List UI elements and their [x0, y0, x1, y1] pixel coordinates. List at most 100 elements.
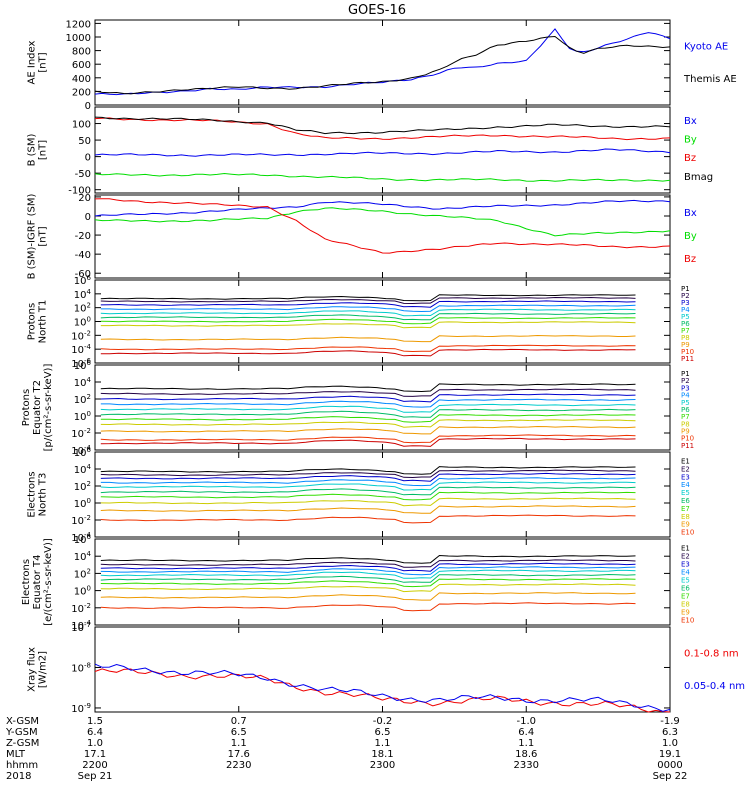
- series-protons-t2-p9: [100, 425, 636, 435]
- footer-value: 17.1: [84, 749, 106, 760]
- legend-b-minus-igrf: By: [684, 231, 697, 242]
- ylabel-xray-flux: Xray flux: [27, 647, 38, 692]
- legend-electrons-t3: E7: [681, 505, 690, 513]
- footer-value: 6.3: [662, 727, 678, 738]
- ytick-label-b-minus-igrf: 0: [85, 212, 91, 223]
- footer-label: Z-GSM: [6, 738, 39, 749]
- series-electrons-t3-e3: [100, 472, 636, 482]
- panel-frame-electrons-t3: [94, 451, 671, 538]
- legend-protons-t1: P10: [681, 348, 694, 356]
- legend-electrons-t4: E8: [681, 601, 690, 609]
- legend-electrons-t3: E9: [681, 521, 690, 529]
- footer-value: -0.2: [373, 716, 393, 727]
- series-electrons-t4-e6: [100, 573, 636, 583]
- series-protons-t1-p8: [100, 321, 636, 329]
- series-electrons-t3-e7: [100, 491, 636, 501]
- ytick-label-protons-t1: 106: [74, 274, 92, 287]
- footer-value: 2330: [514, 760, 539, 771]
- legend-protons-t2: P9: [681, 427, 690, 435]
- series-b-minus-igrf-by: [94, 207, 671, 237]
- footer-value: Sep 21: [78, 771, 113, 782]
- legend-protons-t2: P3: [681, 384, 690, 392]
- series-protons-t2-p6: [100, 408, 636, 418]
- legend-protons-t2: P10: [681, 435, 694, 443]
- ytick-label-electrons-t4: 104: [74, 550, 92, 563]
- ytick-label-b-minus-igrf: -40: [75, 250, 91, 261]
- ytick-label-b-minus-igrf: -20: [75, 231, 91, 242]
- legend-electrons-t3: E5: [681, 489, 690, 497]
- legend-protons-t1: P11: [681, 355, 694, 363]
- ytick-label-protons-t2: 100: [74, 410, 91, 423]
- legend-b-sm: Bx: [684, 116, 697, 127]
- footer-value: 17.6: [228, 749, 250, 760]
- ytick-label-ae-index: 1000: [66, 33, 91, 44]
- series-b-sm-bx: [94, 148, 671, 157]
- ytick-label-b-minus-igrf: 20: [78, 193, 91, 204]
- footer-label: MLT: [6, 749, 26, 760]
- legend-protons-t1: P5: [681, 313, 690, 321]
- series-electrons-t3-e10: [100, 514, 636, 524]
- ytick-label-electrons-t3: 10-4: [71, 531, 91, 544]
- series-b-minus-igrf-bz: [94, 198, 671, 254]
- footer-value: 1.1: [231, 738, 247, 749]
- series-electrons-t3-e9: [100, 505, 636, 514]
- ytick-label-electrons-t4: 100: [74, 585, 91, 598]
- ylabel-b-sm: B (SM): [27, 133, 38, 166]
- legend-ae-index: Kyoto AE: [684, 41, 728, 52]
- legend-electrons-t3: E10: [681, 529, 694, 537]
- ytick-label-b-sm: 0: [85, 153, 91, 164]
- legend-protons-t2: P8: [681, 420, 690, 428]
- ylabel-protons-t2: Equator T2: [32, 380, 43, 435]
- legend-electrons-t4: E10: [681, 617, 694, 625]
- series-electrons-t4-e2: [100, 559, 636, 568]
- footer-label: 2018: [6, 771, 31, 782]
- series-electrons-t4-e4: [100, 566, 636, 576]
- ylabel-electrons-t4: Equator T4: [32, 555, 43, 610]
- ytick-label-protons-t1: 10-4: [71, 343, 91, 356]
- legend-protons-t1: P4: [681, 306, 690, 314]
- ytick-label-ae-index: 400: [72, 74, 91, 85]
- legend-protons-t1: P7: [681, 327, 690, 335]
- legend-b-minus-igrf: Bx: [684, 208, 697, 219]
- legend-protons-t1: P1: [681, 285, 690, 293]
- series-electrons-t4-e1: [100, 554, 636, 564]
- footer-value: 1.1: [518, 738, 534, 749]
- legend-electrons-t4: E3: [681, 561, 690, 569]
- legend-b-sm: Bmag: [684, 172, 713, 183]
- ytick-label-protons-t2: 102: [74, 393, 91, 406]
- legend-protons-t1: P9: [681, 341, 690, 349]
- footer-value: -1.0: [516, 716, 536, 727]
- series-electrons-t4-e10: [100, 602, 636, 612]
- ytick-label-b-sm: -50: [75, 169, 91, 180]
- footer-value: 2200: [82, 760, 107, 771]
- ylabel-protons-t1: North T1: [38, 300, 49, 344]
- ytick-label-xray-flux: 10-8: [71, 661, 91, 674]
- ylabel-protons-t2: [p/(cm²-s-sr-keV)]: [43, 364, 54, 452]
- footer-label: Y-GSM: [5, 727, 38, 738]
- series-protons-t2-p11: [100, 437, 636, 447]
- ytick-label-ae-index: 1200: [66, 19, 91, 30]
- series-protons-t2-p7: [100, 413, 636, 423]
- ytick-label-electrons-t4: 102: [74, 567, 91, 580]
- legend-protons-t1: P6: [681, 320, 690, 328]
- series-electrons-t3-e2: [100, 469, 636, 479]
- ylabel-ae-index: AE Index: [27, 40, 38, 84]
- ytick-label-electrons-t3: 10-2: [71, 514, 91, 527]
- legend-electrons-t3: E6: [681, 497, 690, 505]
- footer-value: 2230: [226, 760, 251, 771]
- series-protons-t2-p5: [100, 403, 636, 413]
- panel-frame-protons-t2: [94, 364, 671, 451]
- footer-value: 6.4: [518, 727, 534, 738]
- ytick-label-ae-index: 200: [72, 87, 91, 98]
- ytick-label-electrons-t4: 10-2: [71, 602, 91, 615]
- legend-protons-t2: P4: [681, 392, 690, 400]
- series-protons-t1-p7: [100, 316, 636, 325]
- legend-electrons-t3: E8: [681, 513, 690, 521]
- legend-protons-t1: P8: [681, 334, 690, 342]
- legend-electrons-t3: E4: [681, 481, 690, 489]
- footer-label: hhmm: [6, 760, 38, 771]
- footer-value: 1.0: [662, 738, 678, 749]
- panel-frame-ae-index: [94, 19, 671, 106]
- series-protons-t2-p1: [100, 383, 636, 393]
- ytick-label-electrons-t3: 106: [74, 446, 92, 459]
